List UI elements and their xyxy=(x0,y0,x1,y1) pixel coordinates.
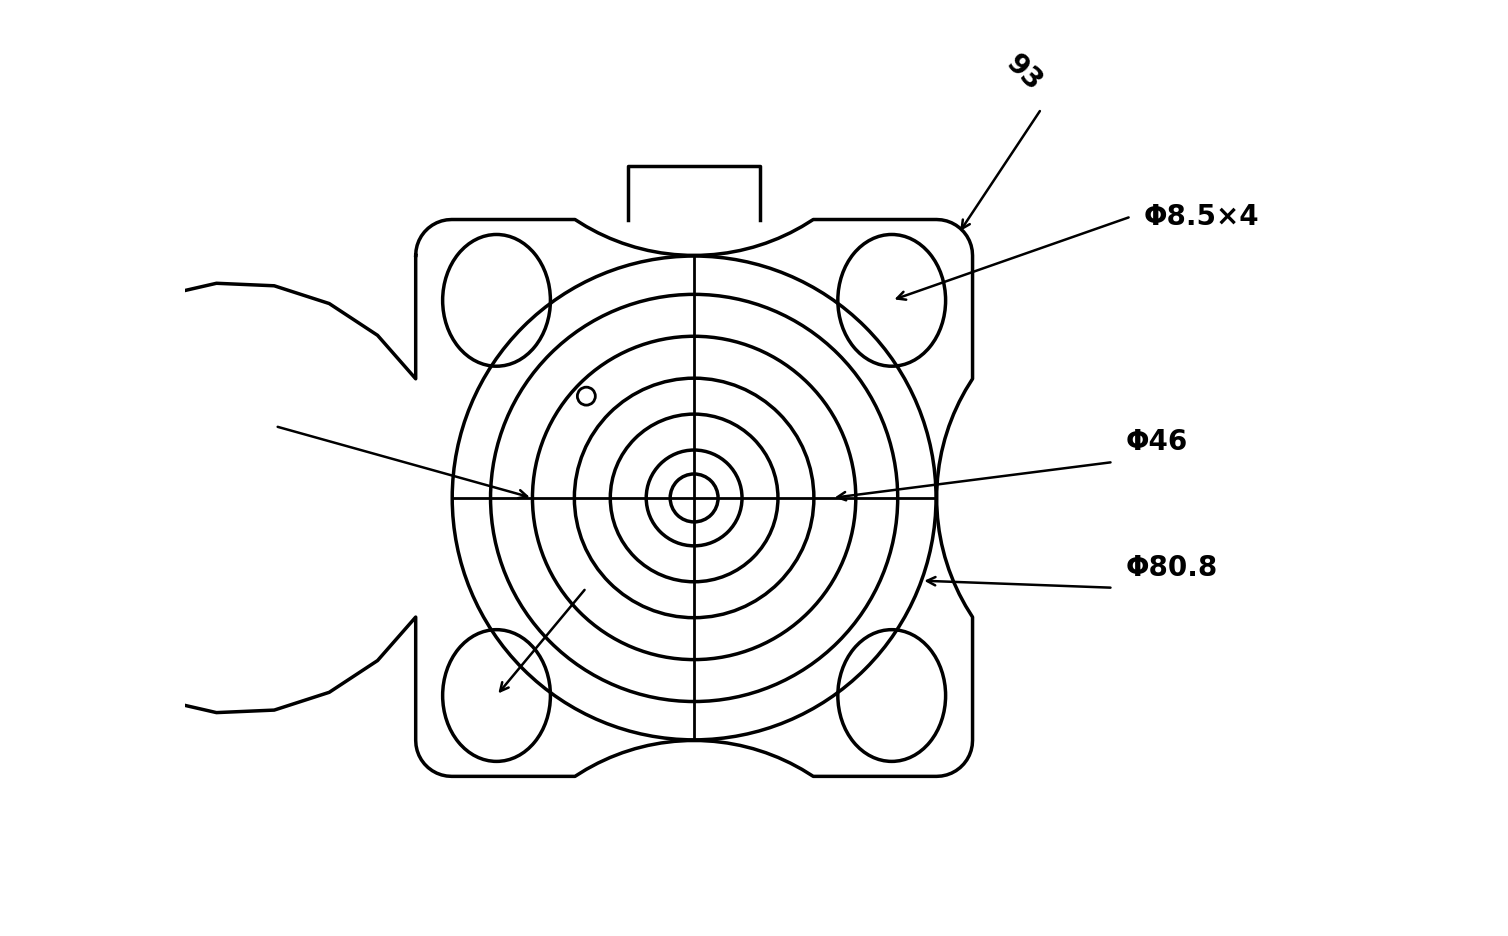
Text: Φ80.8: Φ80.8 xyxy=(1125,554,1217,582)
Text: Φ8.5×4: Φ8.5×4 xyxy=(1143,202,1259,230)
Text: Φ46: Φ46 xyxy=(1125,428,1187,456)
Text: 93: 93 xyxy=(1000,50,1047,96)
